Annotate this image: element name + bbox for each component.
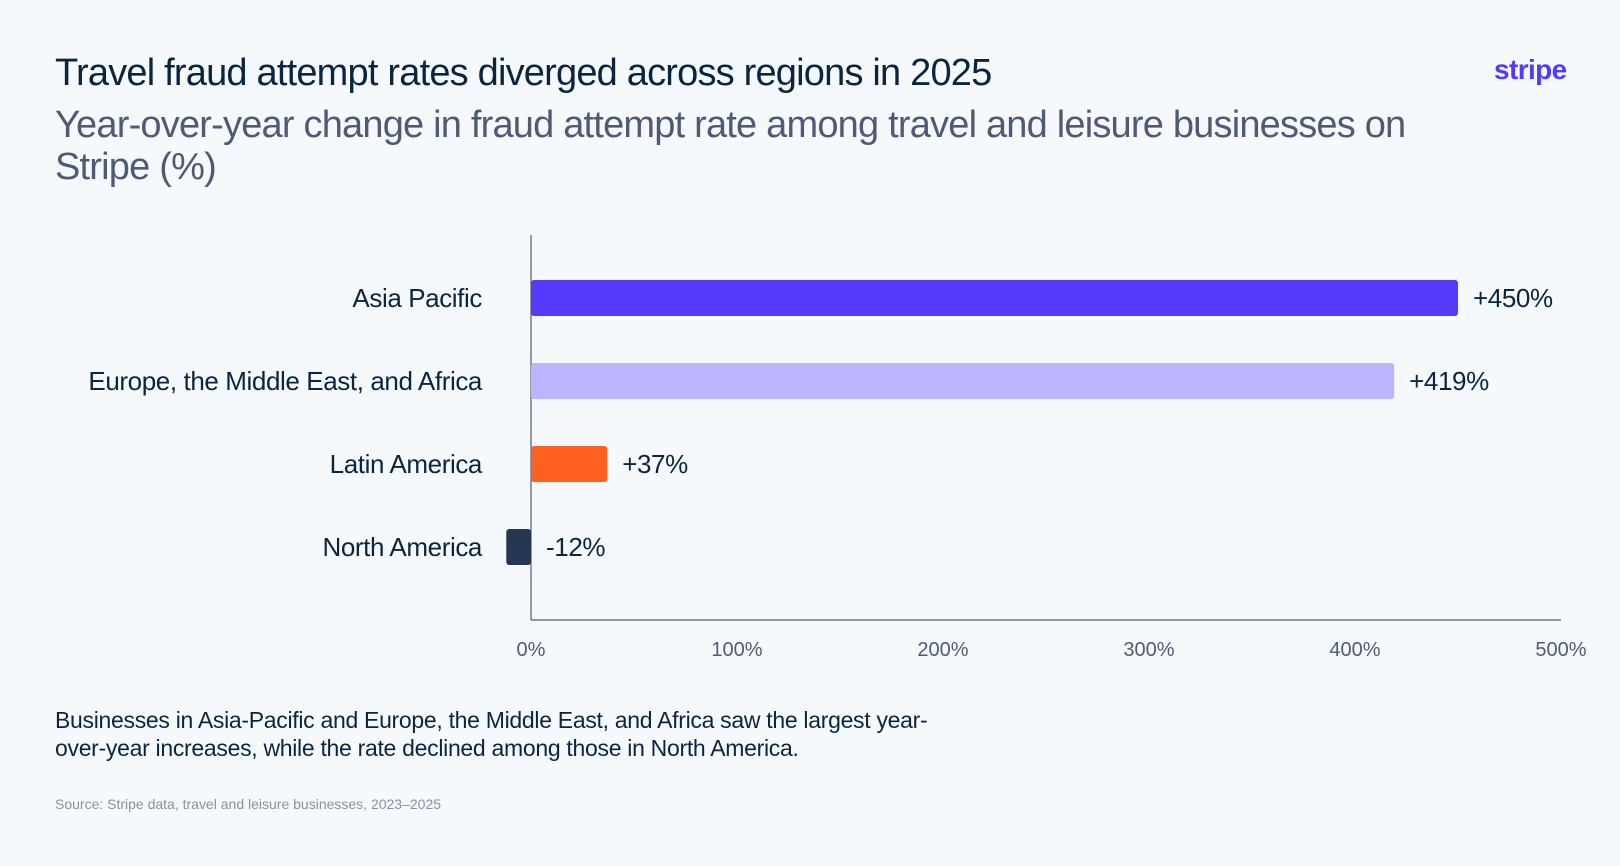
- x-tick-label: 300%: [1123, 639, 1174, 661]
- value-label: +37%: [622, 449, 688, 479]
- bar-0: [531, 280, 1458, 316]
- chart-subtitle: Year-over-year change in fraud attempt r…: [55, 104, 1406, 188]
- value-label: +419%: [1409, 366, 1489, 396]
- stripe-logo: stripe: [1494, 54, 1567, 85]
- category-label: Europe, the Middle East, and Africa: [88, 366, 483, 396]
- category-label: Asia Pacific: [352, 283, 482, 313]
- bar-3: [506, 529, 531, 565]
- x-tick-label: 100%: [711, 639, 762, 661]
- source-note: Source: Stripe data, travel and leisure …: [55, 796, 442, 812]
- bar-2: [531, 446, 608, 482]
- value-label: -12%: [546, 532, 605, 562]
- x-tick-label: 500%: [1535, 639, 1586, 661]
- x-tick-label: 0%: [517, 639, 546, 661]
- category-label: North America: [322, 532, 482, 562]
- chart-title: Travel fraud attempt rates diverged acro…: [55, 52, 992, 94]
- x-tick-label: 400%: [1329, 639, 1380, 661]
- chart-caption: Businesses in Asia-Pacific and Europe, t…: [55, 707, 928, 761]
- category-label: Latin America: [330, 449, 483, 479]
- x-tick-label: 200%: [917, 639, 968, 661]
- value-label: +450%: [1473, 283, 1553, 313]
- bar-1: [531, 363, 1395, 399]
